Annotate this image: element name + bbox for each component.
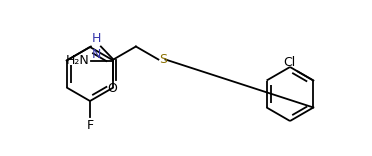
Text: H₂N: H₂N <box>65 54 89 67</box>
Text: S: S <box>160 53 167 66</box>
Text: H: H <box>92 32 101 46</box>
Text: O: O <box>108 83 117 95</box>
Text: N: N <box>92 49 101 61</box>
Text: F: F <box>86 119 94 132</box>
Text: Cl: Cl <box>283 56 296 70</box>
